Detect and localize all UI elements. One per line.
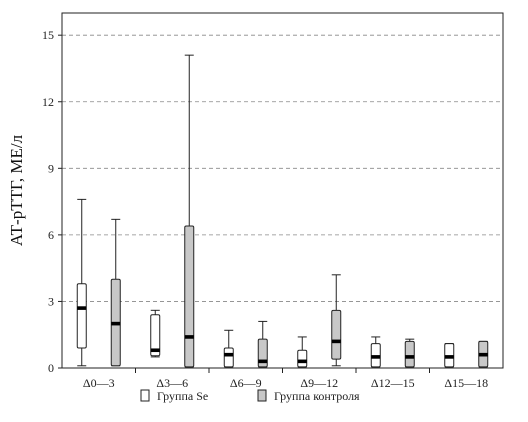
grid-lines <box>62 34 503 302</box>
y-tick-label: 9 <box>48 161 54 175</box>
box-iqr <box>223 347 234 368</box>
x-tick-label: Δ0—3 <box>83 376 115 390</box>
y-tick-label: 3 <box>48 294 54 308</box>
box-se <box>76 198 87 367</box>
legend-label-se: Группа Se <box>157 389 208 403</box>
box-control <box>331 274 342 367</box>
x-tick-label: Δ15—18 <box>444 376 488 390</box>
x-tick-label: Δ6—9 <box>230 376 262 390</box>
x-tick-label: Δ3—6 <box>156 376 188 390</box>
box-median <box>258 359 268 364</box>
box-iqr <box>184 225 195 368</box>
box-median <box>224 352 234 357</box>
y-tick-label: 15 <box>42 28 54 42</box>
x-axis-ticks: Δ0—3 Δ3—6 Δ6—9 Δ9—12 Δ12—15 Δ15—18 <box>83 368 488 390</box>
x-tick-label: Δ12—15 <box>371 376 415 390</box>
box-iqr <box>150 314 161 357</box>
box-median <box>444 355 454 359</box>
box-se <box>150 309 161 358</box>
box-iqr <box>76 283 87 349</box>
box-control <box>478 340 489 368</box>
box-median <box>297 359 307 364</box>
box-iqr <box>297 349 308 368</box>
box-median <box>331 339 341 344</box>
box-control <box>110 218 121 367</box>
box-median <box>77 306 87 310</box>
x-tick-label: Δ9—12 <box>300 376 338 390</box>
legend-label-control: Группа контроля <box>274 389 360 403</box>
box-median <box>405 355 415 359</box>
legend: Группа Se Группа контроля <box>140 389 360 403</box>
y-axis-ticks: 0 3 6 9 12 15 <box>42 28 62 375</box>
box-median <box>184 335 194 339</box>
y-tick-label: 6 <box>48 228 54 242</box>
legend-swatch-se <box>140 389 150 402</box>
plot-frame <box>61 12 504 369</box>
box-se <box>297 336 308 368</box>
box-iqr <box>404 340 415 368</box>
y-tick-label: 12 <box>42 95 54 109</box>
box-control <box>404 338 415 368</box>
box-control <box>184 54 195 368</box>
box-series <box>76 54 489 368</box>
box-se <box>370 336 381 368</box>
y-axis-label: АТ-рТТГ, МЕ/л <box>7 134 26 246</box>
box-median <box>111 321 121 326</box>
box-median <box>371 355 381 359</box>
legend-swatch-control <box>257 389 267 402</box>
y-tick-label: 0 <box>48 361 54 375</box>
box-se <box>223 329 234 368</box>
box-median <box>150 348 160 353</box>
box-se <box>444 343 455 368</box>
box-median <box>478 352 488 357</box>
box-control <box>257 320 268 368</box>
box-iqr <box>331 309 342 360</box>
